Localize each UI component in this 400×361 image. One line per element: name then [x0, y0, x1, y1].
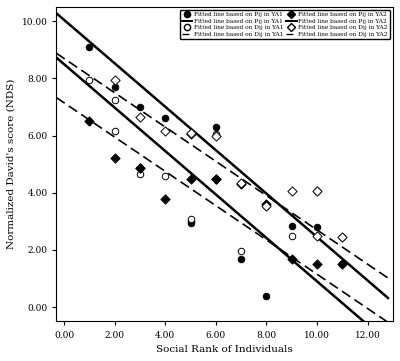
- Point: [289, 256, 295, 261]
- Point: [112, 97, 118, 103]
- Point: [263, 203, 270, 209]
- Point: [187, 131, 194, 137]
- Point: [187, 220, 194, 226]
- Point: [238, 256, 244, 261]
- Legend: Fitted line based on Pij in YA1, Fitted line based on Pij in YA1, Fitted line ba: Fitted line based on Pij in YA1, Fitted …: [180, 10, 390, 39]
- Point: [314, 224, 320, 230]
- Point: [213, 175, 219, 181]
- Point: [86, 118, 92, 124]
- Point: [314, 188, 320, 194]
- Point: [289, 223, 295, 229]
- Point: [137, 166, 143, 171]
- Point: [162, 116, 168, 121]
- Point: [112, 84, 118, 90]
- X-axis label: Social Rank of Individuals: Social Rank of Individuals: [156, 345, 293, 354]
- Point: [263, 201, 270, 207]
- Point: [213, 175, 219, 181]
- Point: [187, 216, 194, 221]
- Point: [86, 44, 92, 50]
- Point: [314, 233, 320, 239]
- Point: [112, 129, 118, 134]
- Point: [187, 175, 194, 181]
- Point: [162, 173, 168, 179]
- Point: [112, 77, 118, 83]
- Point: [187, 130, 194, 136]
- Point: [213, 131, 219, 137]
- Y-axis label: Normalized David's score (NDS): Normalized David's score (NDS): [7, 79, 16, 249]
- Point: [289, 233, 295, 239]
- Point: [339, 261, 346, 267]
- Point: [339, 261, 346, 267]
- Point: [137, 171, 143, 177]
- Point: [339, 234, 346, 240]
- Point: [314, 188, 320, 194]
- Point: [162, 196, 168, 201]
- Point: [112, 156, 118, 161]
- Point: [137, 166, 143, 171]
- Point: [263, 203, 270, 209]
- Point: [238, 180, 244, 186]
- Point: [263, 293, 270, 299]
- Point: [213, 124, 219, 130]
- Point: [314, 261, 320, 267]
- Point: [137, 104, 143, 110]
- Point: [289, 188, 295, 194]
- Point: [238, 248, 244, 254]
- Point: [238, 181, 244, 187]
- Point: [86, 77, 92, 83]
- Point: [213, 133, 219, 139]
- Point: [339, 234, 346, 240]
- Point: [162, 129, 168, 134]
- Point: [137, 114, 143, 120]
- Point: [187, 218, 194, 224]
